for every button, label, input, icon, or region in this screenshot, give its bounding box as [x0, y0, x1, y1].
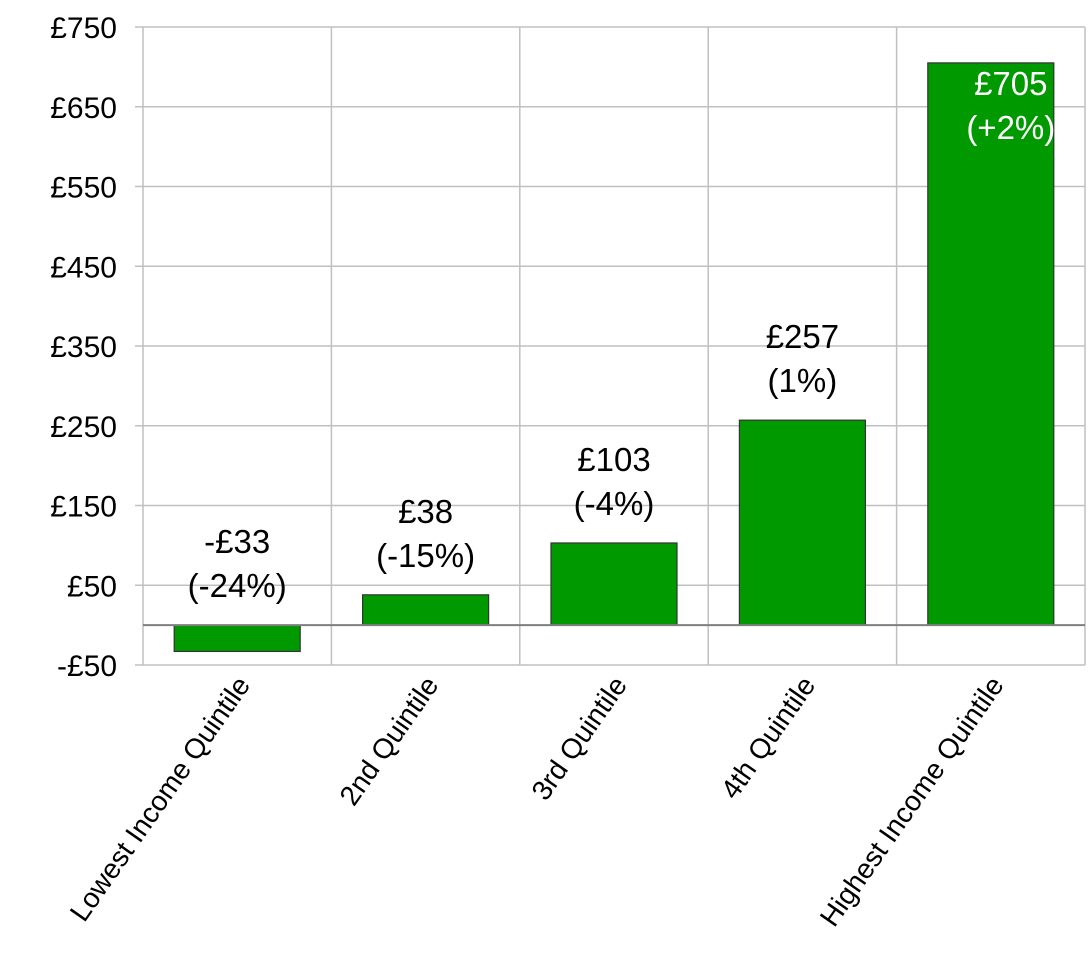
data-label: (-24%) [188, 567, 287, 604]
axis-layer: £750 £650 £550 £450 £350 £250 £150 £50 -£50 [50, 12, 1085, 683]
bar [173, 624, 301, 653]
bar-layer [173, 62, 1055, 653]
data-label: (+2%) [966, 109, 1055, 146]
grid-layer [142, 26, 1086, 666]
label-layer: -£33 (-24%) £38 (-15%) £103 (-4%) £257 (1%) £705… [64, 65, 1055, 932]
y-tick-label: £350 [50, 331, 117, 364]
bar [362, 594, 490, 626]
data-label: £257 [766, 318, 839, 355]
data-label: (-15%) [376, 537, 475, 574]
bar [738, 419, 867, 626]
y-tick-label: -£50 [57, 650, 117, 683]
data-label: (1%) [768, 362, 838, 399]
data-label: £103 [577, 441, 650, 478]
x-tick-label: 2nd Quintile [333, 671, 444, 811]
data-label: (-4%) [574, 485, 655, 522]
x-tick-label: Highest Income Quintile [814, 671, 1010, 932]
bar [927, 62, 1055, 626]
y-tick-label: £450 [50, 251, 117, 284]
y-tick-label: £550 [50, 172, 117, 205]
y-tick-label: £750 [50, 12, 117, 45]
y-tick-label: £250 [50, 411, 117, 444]
x-tick-label: 4th Quintile [715, 671, 822, 805]
data-label: £705 [974, 65, 1047, 102]
data-label: -£33 [204, 523, 270, 560]
y-tick-label: £50 [67, 570, 117, 603]
data-label: £38 [398, 493, 453, 530]
y-tick-label: £650 [50, 92, 117, 125]
bar [550, 542, 678, 626]
x-tick-label: Lowest Income Quintile [64, 671, 256, 927]
y-tick-label: £150 [50, 491, 117, 524]
x-tick-label: 3rd Quintile [525, 671, 633, 806]
